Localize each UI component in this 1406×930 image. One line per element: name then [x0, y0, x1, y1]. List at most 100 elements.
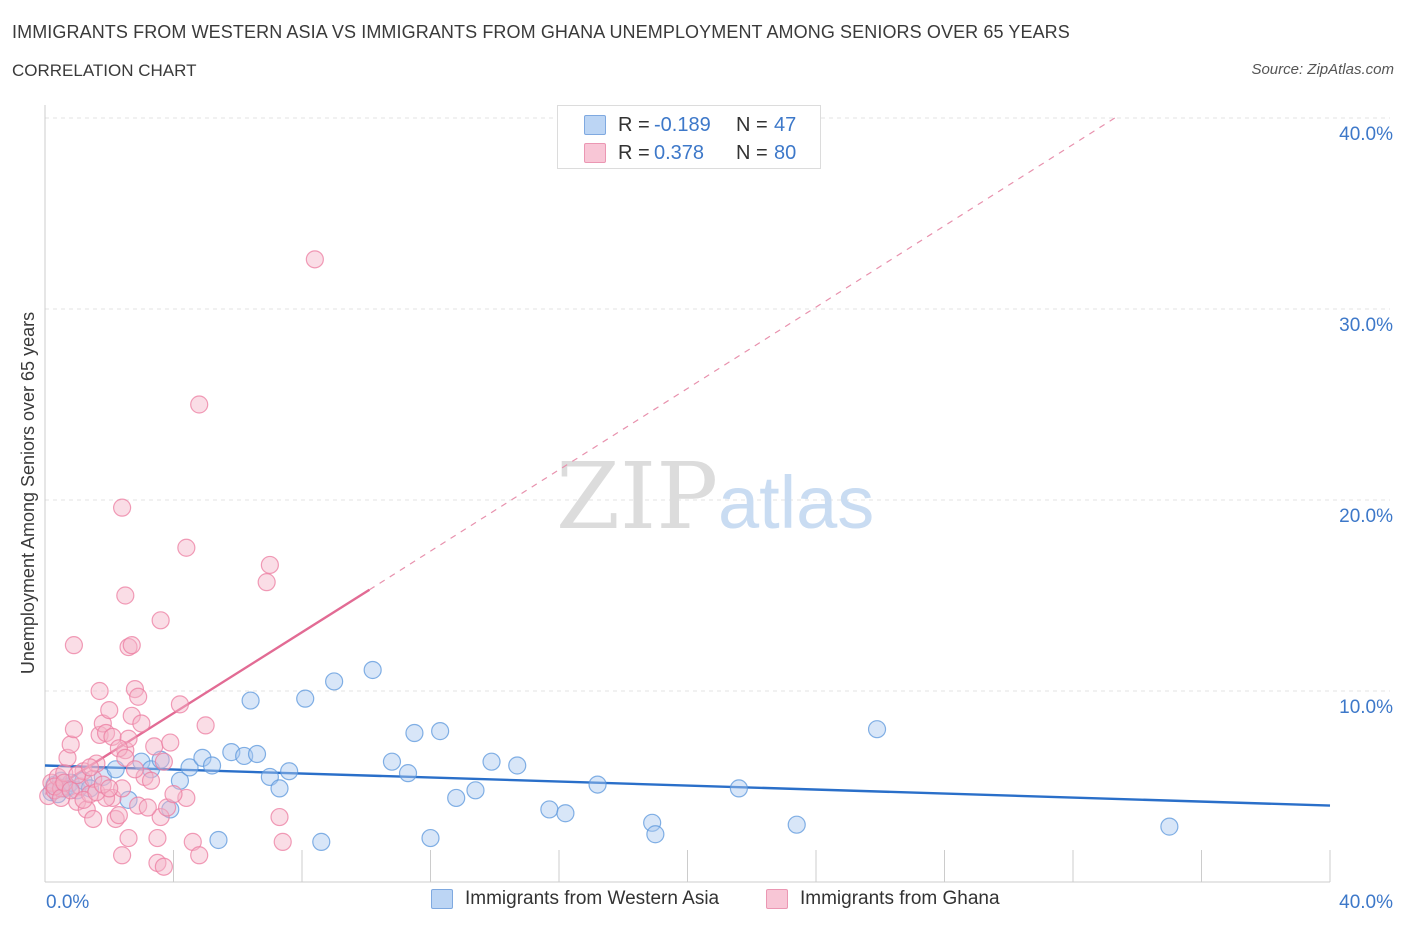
n-value: 80: [774, 141, 797, 164]
point-western-asia: [646, 825, 665, 844]
point-western-asia: [540, 800, 559, 819]
point-western-asia: [325, 672, 344, 691]
legend-row-ghana: R = 0.378 N = 80: [584, 140, 796, 166]
point-western-asia: [466, 781, 485, 800]
trend-lines: [44, 117, 1331, 807]
y-axis-label: Unemployment Among Seniors over 65 years: [18, 312, 38, 674]
legend-swatch-ghana: [584, 143, 606, 163]
point-ghana: [64, 720, 84, 739]
point-ghana: [122, 706, 141, 725]
point-ghana: [119, 828, 138, 848]
point-western-asia: [280, 762, 299, 781]
n-value: 47: [774, 113, 797, 136]
point-ghana: [96, 788, 116, 808]
watermark: ZIP atlas: [556, 443, 874, 550]
point-ghana: [112, 846, 132, 865]
x-tick-label: 40.0%: [1339, 892, 1393, 913]
n-label: N =: [736, 141, 768, 164]
point-ghana: [103, 788, 122, 808]
point-ghana: [58, 748, 77, 767]
point-ghana: [170, 695, 190, 714]
point-western-asia: [161, 800, 180, 819]
point-ghana: [196, 716, 215, 735]
r-label: R =: [618, 113, 650, 136]
legend-swatch-western-asia: [584, 115, 606, 135]
point-western-asia: [180, 758, 199, 777]
point-western-asia: [421, 828, 440, 848]
y-tick-label: 20.0%: [1339, 506, 1393, 527]
point-western-asia: [556, 804, 575, 823]
point-ghana: [61, 781, 80, 800]
point-ghana: [154, 752, 173, 771]
point-western-asia: [508, 756, 527, 775]
y-tick-label: 30.0%: [1339, 315, 1393, 336]
chart-subtitle: CORRELATION CHART: [12, 61, 197, 80]
point-western-asia: [787, 815, 806, 834]
point-ghana: [122, 636, 141, 655]
point-ghana: [45, 781, 64, 800]
point-ghana: [190, 846, 209, 865]
legend-label: Immigrants from Ghana: [800, 888, 1000, 909]
point-ghana: [260, 555, 279, 575]
legend-row-western-asia: R = -0.189 N = 47: [584, 112, 796, 138]
watermark-atlas: atlas: [718, 461, 874, 544]
point-ghana: [116, 586, 135, 605]
r-value: -0.189: [654, 113, 711, 136]
legend-label: Immigrants from Western Asia: [465, 888, 720, 909]
trend-line-western-asia: [44, 764, 1331, 807]
point-ghana: [177, 538, 196, 557]
point-western-asia: [247, 744, 267, 764]
point-ghana: [161, 733, 180, 752]
point-western-asia: [202, 756, 222, 775]
point-ghana: [80, 758, 100, 777]
point-ghana: [154, 857, 173, 876]
point-ghana: [100, 779, 119, 798]
data-points: [39, 250, 1179, 876]
point-ghana: [100, 700, 119, 720]
point-western-asia: [241, 691, 260, 710]
point-ghana: [145, 737, 164, 756]
point-western-asia: [482, 752, 501, 771]
chart-title: IMMIGRANTS FROM WESTERN ASIA VS IMMIGRAN…: [12, 22, 1070, 42]
point-ghana: [109, 739, 128, 758]
point-ghana: [151, 807, 170, 827]
legend-item-ghana[interactable]: Immigrants from Ghana: [766, 888, 1000, 910]
trend-line-ghana-extension: [369, 117, 1116, 591]
point-ghana: [64, 636, 84, 655]
y-tick-label: 10.0%: [1339, 697, 1393, 718]
grid-lines: [45, 117, 1390, 692]
legend-item-western-asia[interactable]: Immigrants from Western Asia: [431, 888, 719, 910]
n-label: N =: [736, 113, 768, 136]
point-western-asia: [312, 832, 331, 851]
point-ghana: [148, 828, 167, 848]
point-ghana: [61, 735, 80, 754]
watermark-zip: ZIP: [556, 443, 718, 550]
point-ghana: [125, 760, 145, 779]
x-tick-label: 0.0%: [46, 892, 89, 913]
r-label: R =: [618, 141, 650, 164]
point-western-asia: [447, 788, 466, 808]
point-western-asia: [119, 790, 138, 809]
point-western-asia: [729, 779, 749, 798]
point-western-asia: [270, 779, 289, 798]
tick-labels: 10.0% 20.0% 30.0% 40.0% 0.0% 40.0%: [46, 124, 1393, 913]
point-ghana: [119, 729, 138, 748]
point-ghana: [51, 788, 71, 808]
point-western-asia: [193, 748, 212, 767]
point-ghana: [84, 809, 103, 829]
legend-swatch-western-asia: [431, 889, 453, 909]
point-ghana: [141, 771, 161, 790]
point-western-asia: [643, 813, 662, 832]
point-western-asia: [405, 723, 424, 743]
point-ghana: [151, 611, 170, 630]
point-ghana: [103, 727, 122, 746]
point-ghana: [119, 637, 138, 657]
point-ghana: [112, 779, 132, 798]
point-ghana: [112, 498, 132, 517]
point-ghana: [270, 807, 289, 827]
axes: [44, 105, 1331, 883]
y-tick-label: 40.0%: [1339, 124, 1393, 145]
point-ghana: [77, 800, 96, 819]
point-ghana: [129, 687, 148, 706]
